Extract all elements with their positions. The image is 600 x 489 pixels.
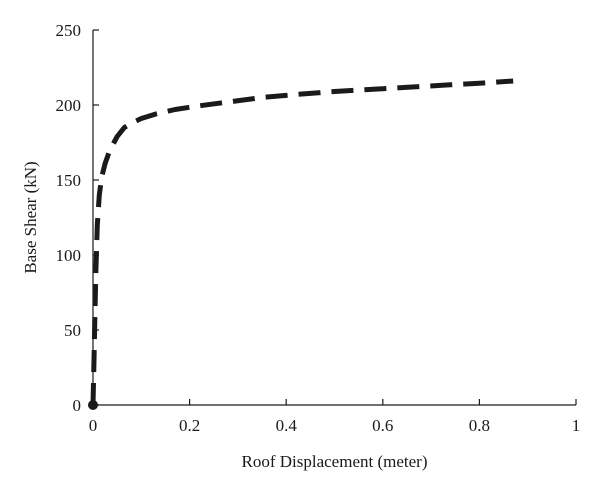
- y-axis-label: Base Shear (kN): [21, 161, 40, 273]
- x-tick-label: 0.6: [372, 416, 393, 435]
- x-tick-label: 1: [572, 416, 581, 435]
- axes: [92, 30, 576, 406]
- x-axis-label: Roof Displacement (meter): [242, 452, 428, 471]
- y-tick-label: 250: [56, 21, 82, 40]
- y-ticks: 0 50 100 150 200 250: [56, 21, 99, 415]
- origin-point-marker: [88, 400, 98, 410]
- x-tick-label: 0.4: [276, 416, 298, 435]
- y-tick-label: 100: [56, 246, 82, 265]
- y-tick-label: 200: [56, 96, 82, 115]
- plot-area: [88, 78, 514, 410]
- y-tick-label: 150: [56, 171, 82, 190]
- x-ticks: 0 0.2 0.4 0.6 0.8 1: [89, 399, 581, 435]
- y-tick-label: 0: [73, 396, 82, 415]
- y-tick-label: 50: [64, 321, 81, 340]
- x-tick-label: 0.2: [179, 416, 200, 435]
- x-tick-label: 0.8: [469, 416, 490, 435]
- pushover-curve-line: [90, 78, 514, 406]
- x-tick-label: 0: [89, 416, 98, 435]
